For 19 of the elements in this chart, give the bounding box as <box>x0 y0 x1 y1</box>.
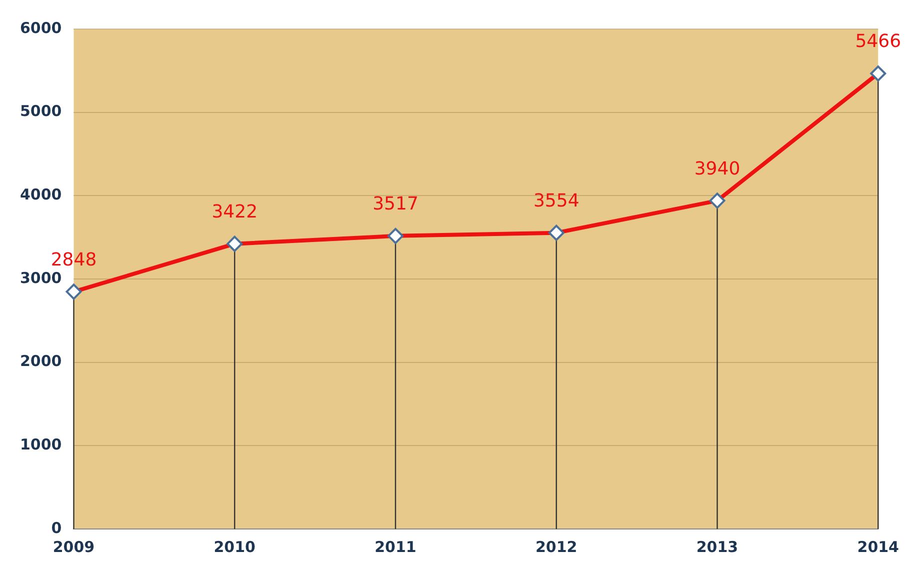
data-label: 5466 <box>855 31 902 52</box>
y-tick-label: 3000 <box>20 268 62 287</box>
y-tick-label: 6000 <box>20 18 62 37</box>
x-tick-label: 2014 <box>857 538 899 556</box>
data-label: 3940 <box>694 158 740 180</box>
x-tick-label: 2013 <box>696 538 738 556</box>
data-label: 3517 <box>372 194 418 215</box>
x-tick-label: 2012 <box>536 538 578 556</box>
x-tick-label: 2009 <box>52 538 95 556</box>
data-label: 3554 <box>533 190 580 212</box>
data-label: 3422 <box>212 202 258 223</box>
x-tick-label: 2011 <box>374 538 416 556</box>
x-tick-label: 2010 <box>214 538 256 556</box>
y-tick-label: 5000 <box>20 102 62 120</box>
y-tick-label: 4000 <box>20 186 62 204</box>
data-label: 2848 <box>50 249 97 270</box>
y-tick-label: 1000 <box>20 436 62 454</box>
y-tick-label: 0 <box>51 518 62 537</box>
y-tick-label: 2000 <box>20 352 62 370</box>
